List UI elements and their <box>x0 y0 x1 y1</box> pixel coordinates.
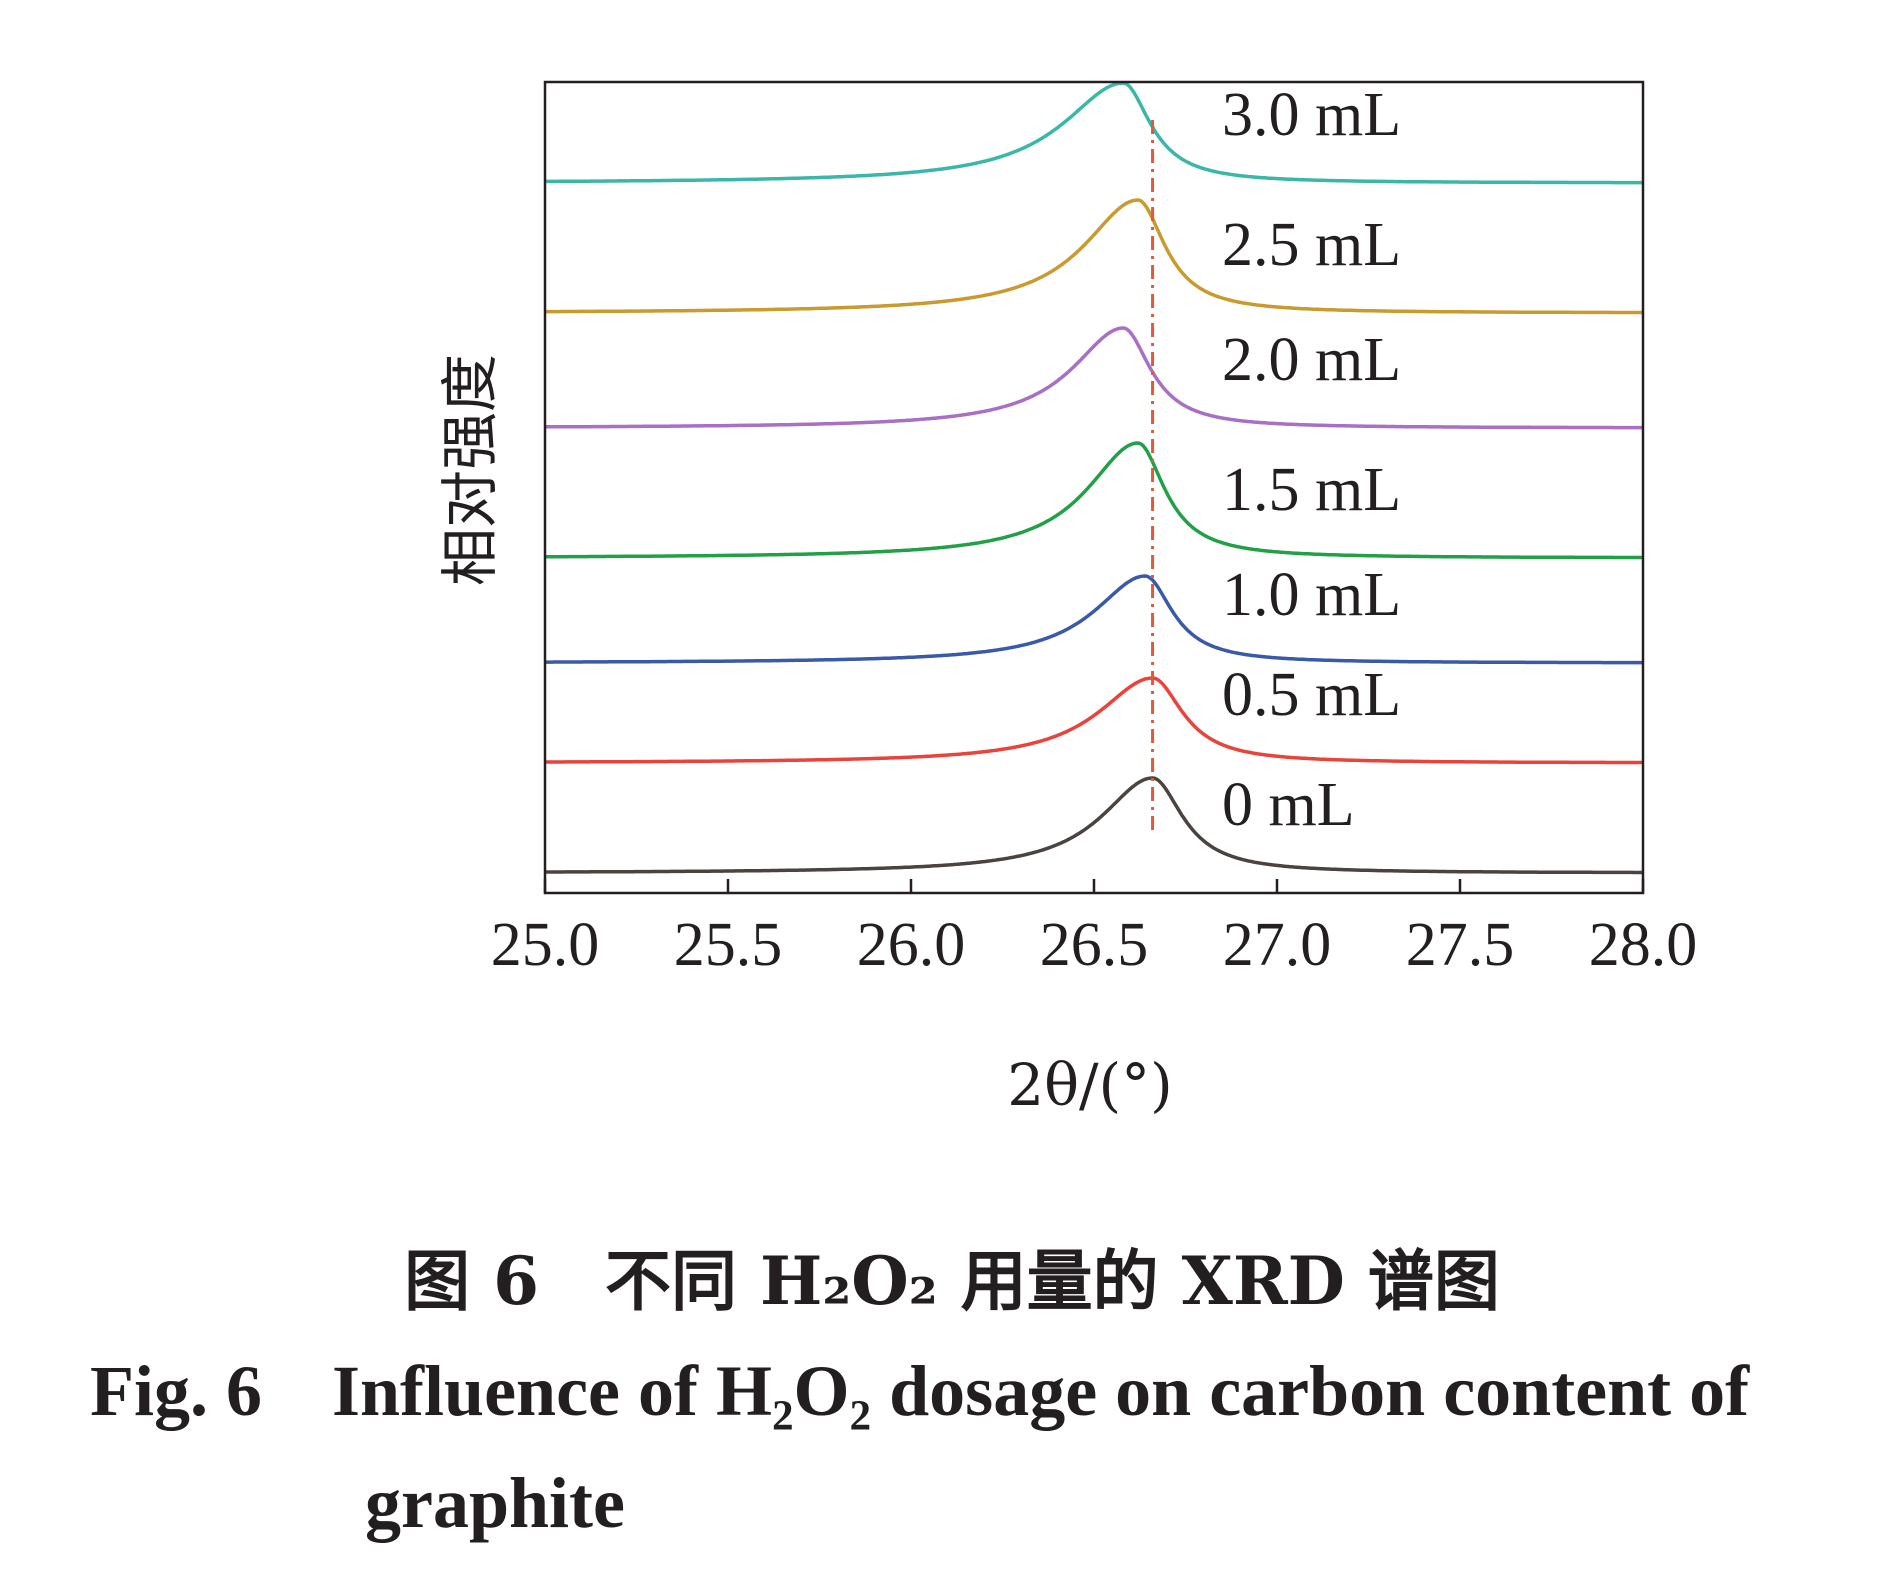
series-label: 0.5 mL <box>1222 661 1401 729</box>
caption-chinese: 图 6 不同 H₂O₂ 用量的 XRD 谱图 <box>404 1242 1500 1320</box>
series-line <box>545 776 1643 875</box>
x-tick-label: 27.0 <box>1223 911 1332 979</box>
series-group <box>544 81 1643 875</box>
series-label: 1.5 mL <box>1222 456 1401 524</box>
series-line <box>545 574 1643 665</box>
x-tick-label: 26.5 <box>1040 911 1149 979</box>
series-label: 1.0 mL <box>1222 561 1401 629</box>
series-line <box>544 326 1643 430</box>
y-axis-title: 相对强度 <box>436 354 504 586</box>
caption-english-line2: graphite <box>365 1463 625 1543</box>
x-tick-label: 25.5 <box>674 911 783 979</box>
caption-english-line1: Fig. 6 Influence of H₂O₂ dosage on carbon… <box>90 1355 1890 1427</box>
series-label: 0 mL <box>1222 771 1355 839</box>
x-tick-label: 25.0 <box>491 911 600 979</box>
x-tick-label: 26.0 <box>857 911 966 979</box>
series-line <box>545 198 1643 315</box>
xrd-chart: 25.0 25.5 26.0 26.5 27.0 27.5 28.0 0 mL 0.5 mL 1… <box>436 80 1698 1119</box>
series-label: 2.0 mL <box>1222 326 1401 394</box>
x-tick-label: 28.0 <box>1589 911 1698 979</box>
series-line <box>545 441 1643 560</box>
series-label: 3.0 mL <box>1222 81 1401 149</box>
caption-english-text: Influence of H₂O₂ dosage on carbon conte… <box>331 1351 1750 1431</box>
series-line <box>545 81 1643 185</box>
caption-fig-number: Fig. 6 <box>90 1351 262 1431</box>
series-line <box>545 676 1643 765</box>
series-labels: 0 mL 0.5 mL 1.0 mL 1.5 mL 2.0 mL 2.5 mL 3.0 mL <box>1222 81 1401 839</box>
x-ticks: 25.0 25.5 26.0 26.5 27.0 27.5 28.0 <box>491 879 1698 979</box>
plot-frame <box>543 80 1645 895</box>
series-label: 2.5 mL <box>1222 211 1401 279</box>
x-tick-label: 27.5 <box>1406 911 1515 979</box>
x-axis-title: 2θ/(°) <box>1007 1051 1173 1119</box>
